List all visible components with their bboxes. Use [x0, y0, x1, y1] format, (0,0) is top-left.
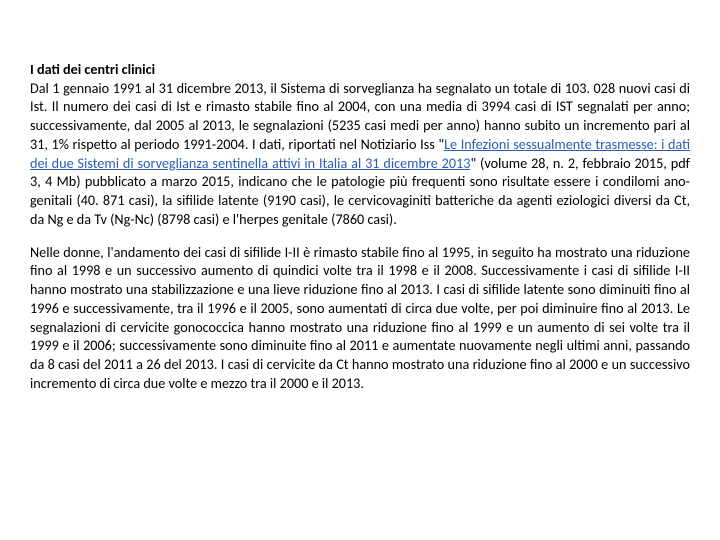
paragraph-1: I dati dei centri clinici Dal 1 gennaio …	[30, 60, 690, 229]
section-heading: I dati dei centri clinici	[30, 60, 155, 78]
document-body: I dati dei centri clinici Dal 1 gennaio …	[30, 60, 690, 392]
paragraph-2: Nelle donne, l'andamento dei casi di sif…	[30, 243, 690, 393]
